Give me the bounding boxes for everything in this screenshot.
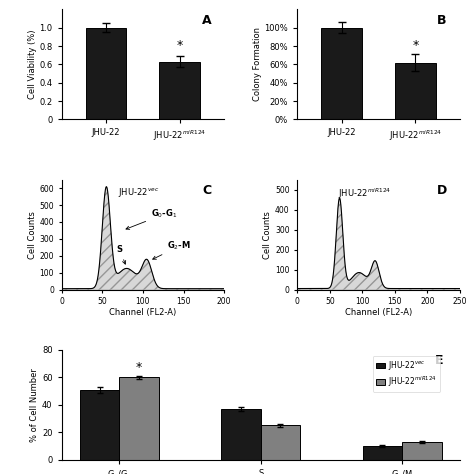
Text: A: A [201, 14, 211, 27]
Text: D: D [437, 184, 447, 197]
Y-axis label: Colony Formation: Colony Formation [253, 27, 262, 101]
Y-axis label: Cell Counts: Cell Counts [27, 210, 36, 259]
Text: B: B [438, 14, 447, 27]
Text: G$_2$-M: G$_2$-M [153, 240, 191, 259]
Text: JHU-22$^{miR124}$: JHU-22$^{miR124}$ [338, 186, 391, 201]
Bar [119, 377, 159, 460]
Text: S: S [117, 246, 126, 264]
Bar [159, 62, 200, 119]
Y-axis label: Cell Counts: Cell Counts [263, 210, 272, 259]
Bar [221, 409, 261, 460]
Text: C: C [202, 184, 211, 197]
Bar [86, 28, 126, 119]
Y-axis label: Cell Viability (%): Cell Viability (%) [27, 30, 36, 99]
X-axis label: Channel (FL2-A): Channel (FL2-A) [109, 308, 176, 317]
Bar [321, 28, 362, 119]
Text: JHU-22$^{vec}$: JHU-22$^{vec}$ [118, 186, 160, 199]
Bar [261, 426, 301, 460]
Text: *: * [177, 39, 183, 53]
Bar [363, 446, 402, 460]
Text: E: E [435, 355, 444, 367]
Text: *: * [136, 361, 142, 374]
Bar [395, 63, 436, 119]
Text: *: * [412, 38, 419, 52]
Bar [80, 390, 119, 460]
Text: G$_0$-G$_1$: G$_0$-G$_1$ [126, 208, 177, 229]
Bar [402, 442, 442, 460]
Y-axis label: % of Cell Number: % of Cell Number [30, 368, 39, 442]
Legend: JHU-22$^{vec}$, JHU-22$^{miR124}$: JHU-22$^{vec}$, JHU-22$^{miR124}$ [373, 356, 440, 392]
X-axis label: Channel (FL2-A): Channel (FL2-A) [345, 308, 412, 317]
